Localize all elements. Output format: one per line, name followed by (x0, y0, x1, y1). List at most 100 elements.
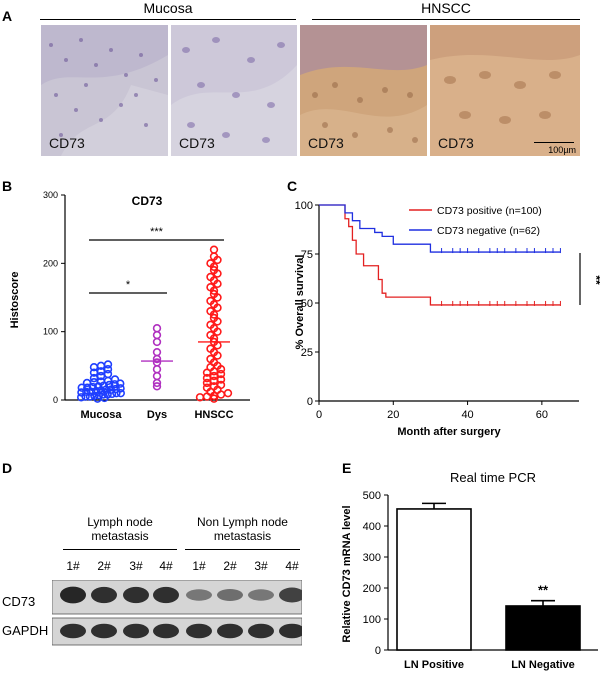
lane-label: 3# (129, 559, 143, 573)
lane-label: 4# (285, 559, 299, 573)
data-point (216, 380, 226, 390)
data-point (103, 365, 113, 374)
data-point (152, 382, 162, 391)
survival-chart: % Overall survival Month after surgery 0… (294, 200, 600, 438)
chart-title: Real time PCR (450, 470, 536, 485)
data-point (77, 383, 86, 392)
lane-label: 2# (97, 559, 111, 573)
band-gapdh (60, 623, 86, 639)
y-tick-label: 400 (363, 521, 381, 533)
y-tick-label: 200 (43, 258, 58, 268)
y-tick-label: 0 (307, 396, 313, 408)
group-label-ln-line2: metastasis (91, 529, 149, 543)
data-point (76, 393, 86, 402)
x-tick-label: 60 (536, 409, 548, 421)
data-point (206, 320, 215, 330)
data-point (82, 387, 91, 397)
data-point (77, 388, 86, 397)
data-point (223, 388, 233, 398)
data-point (209, 245, 219, 254)
data-point (105, 380, 114, 390)
lane-label: 2# (223, 559, 237, 573)
data-point (152, 358, 162, 367)
data-point (152, 330, 162, 340)
data-point (110, 375, 120, 384)
group-label-mucosa: Mucosa (143, 0, 193, 16)
group-label-hnscc: HNSCC (421, 0, 471, 16)
band-gapdh (279, 623, 302, 639)
image-label: CD73 (49, 135, 85, 151)
group-line-hnscc (312, 19, 580, 20)
tissue-image-hnscc-high: CD73 100µm (430, 25, 580, 156)
data-point (116, 384, 125, 393)
group-label-ln-line1: Lymph node (87, 515, 153, 529)
data-point (103, 360, 113, 369)
western-blot (52, 580, 302, 646)
tissue-image-mucosa-high: CD73 (171, 25, 297, 156)
panel-label-d: D (2, 460, 13, 476)
y-axis-label: % Overall survival (294, 255, 306, 350)
group-label-non-ln: Non Lymph node metastasis (180, 515, 305, 543)
panel-label-a: A (2, 8, 13, 24)
row-label-cd73: CD73 (2, 594, 36, 609)
y-axis-label: Relative CD73 mRNA level (341, 505, 353, 642)
x-tick-label: LN Negative (511, 659, 575, 671)
group-line-non-ln (185, 549, 300, 550)
tissue-texture (171, 25, 297, 156)
survival-line-negative (319, 204, 561, 253)
legend-label: CD73 negative (n=62) (437, 225, 540, 237)
data-point (206, 283, 215, 292)
data-point (82, 378, 92, 388)
data-point (152, 365, 162, 374)
band-cd73 (217, 589, 243, 601)
data-point (209, 289, 219, 299)
y-tick-label: 500 (363, 490, 381, 502)
band-cd73 (91, 586, 117, 604)
lane-label: 4# (159, 559, 173, 573)
data-point (110, 380, 119, 389)
band-gapdh (217, 623, 243, 639)
band-gapdh (248, 623, 274, 639)
tissue-texture (41, 25, 168, 156)
x-tick-label: Dys (147, 409, 167, 421)
image-label: CD73 (179, 135, 215, 151)
data-point (206, 272, 215, 282)
band-gapdh (91, 623, 117, 639)
band-gapdh (153, 623, 179, 639)
data-point (116, 379, 125, 388)
group-label-non-ln-line2: metastasis (213, 529, 272, 543)
x-tick-label: HNSCC (194, 409, 233, 421)
group-label-non-ln-line1: Non Lymph node (197, 515, 288, 529)
group-line-ln (63, 549, 177, 550)
bar (505, 605, 581, 651)
y-tick-label: 100 (43, 327, 58, 337)
significance-label: ** (589, 275, 600, 285)
y-tick-label: 25 (301, 347, 313, 359)
x-axis-label: Month after surgery (397, 426, 501, 438)
survival-line-positive (319, 204, 561, 306)
data-point (216, 375, 226, 384)
chart-title: CD73 (132, 194, 163, 208)
tissue-texture (300, 25, 427, 156)
data-point (152, 337, 162, 347)
tissue-image-hnscc-low: CD73 (300, 25, 427, 156)
bar (396, 508, 472, 651)
x-tick-label: 40 (461, 409, 473, 421)
significance-label: *** (150, 226, 164, 238)
data-point (103, 376, 113, 386)
data-point (206, 330, 215, 340)
significance-label: * (126, 279, 131, 291)
panel-label-e: E (342, 460, 352, 476)
y-tick-label: 300 (43, 190, 58, 200)
data-point (206, 344, 215, 353)
group-label-ln: Lymph node metastasis (60, 515, 180, 543)
y-tick-label: 0 (375, 645, 381, 657)
image-label: CD73 (438, 135, 474, 151)
y-tick-label: 300 (363, 552, 381, 564)
data-point (216, 369, 226, 379)
band-cd73 (123, 586, 149, 604)
data-point (152, 324, 162, 333)
band-cd73 (248, 589, 274, 601)
legend-label: CD73 positive (n=100) (437, 205, 542, 217)
data-point (152, 347, 162, 357)
